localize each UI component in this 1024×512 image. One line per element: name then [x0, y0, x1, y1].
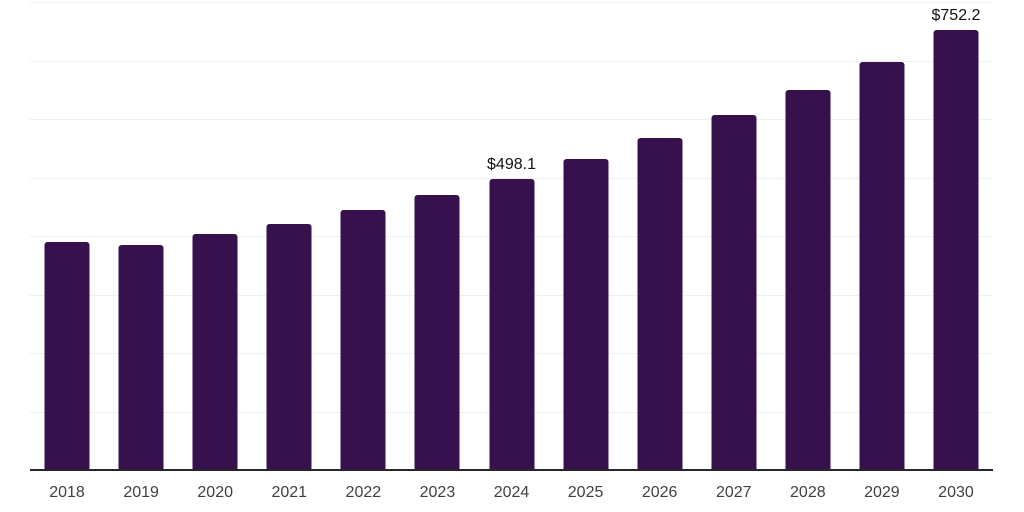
- x-axis-label-2030: 2030: [938, 484, 974, 501]
- bar-2028: [785, 89, 831, 470]
- bar-slot-2028: [771, 0, 845, 470]
- bar-slot-2025: [549, 0, 623, 470]
- bar-value-label-2024: $498.1: [487, 155, 536, 173]
- bar-slot-2023: [400, 0, 474, 470]
- x-axis-label-2027: 2027: [715, 484, 752, 501]
- gridline: [30, 177, 993, 179]
- bar-slot-2029: [845, 0, 919, 470]
- bar-2019: [118, 244, 164, 470]
- bar-2023: [414, 195, 460, 470]
- x-axis-label-2020: 2020: [197, 484, 233, 501]
- bar-slot-2026: [623, 0, 697, 470]
- bar-slot-2020: [178, 0, 252, 470]
- bar-2022: [340, 209, 386, 470]
- bar-value-label-2030: $752.2: [931, 6, 981, 24]
- x-axis-label-2025: 2025: [567, 484, 604, 501]
- bar-slot-2018: [30, 0, 104, 470]
- bar-slot-2019: [104, 0, 178, 470]
- bar-2029: [859, 61, 905, 470]
- x-axis-labels: 2018 2019 2020 2021 2022 2023 2024 2025 2026 2027…: [30, 484, 993, 502]
- bar-2021: [266, 223, 312, 470]
- bar-2026: [637, 138, 683, 470]
- bar-2018: [44, 242, 90, 470]
- bar-2027: [711, 114, 757, 470]
- x-axis-label-2029: 2029: [864, 484, 900, 501]
- x-axis-label-2028: 2028: [790, 484, 826, 501]
- gridline: [30, 2, 993, 3]
- x-axis-label-2021: 2021: [271, 484, 308, 501]
- gridline: [30, 60, 993, 62]
- bars-row: $498.1 $752.2: [30, 0, 993, 470]
- x-axis-label-2019: 2019: [123, 484, 159, 501]
- bar-2030: [933, 29, 979, 470]
- x-axis-label-2023: 2023: [419, 484, 456, 501]
- bar-slot-2030: $752.2: [919, 0, 993, 470]
- bar-slot-2027: [697, 0, 771, 470]
- bar-2025: [563, 159, 609, 470]
- x-axis-label-2022: 2022: [345, 484, 382, 501]
- x-axis-label-2026: 2026: [641, 484, 678, 501]
- plot-area: $498.1 $752.2: [30, 0, 993, 471]
- bar-slot-2024: $498.1: [474, 0, 548, 470]
- bar-2024: [489, 178, 534, 470]
- bar-2020: [192, 233, 238, 470]
- x-axis-line: [30, 469, 993, 471]
- x-axis-label-2018: 2018: [49, 484, 85, 501]
- gridline: [30, 119, 993, 120]
- x-axis-label-2024: 2024: [493, 484, 530, 501]
- bar-slot-2022: [326, 0, 400, 470]
- bar-slot-2021: [252, 0, 326, 470]
